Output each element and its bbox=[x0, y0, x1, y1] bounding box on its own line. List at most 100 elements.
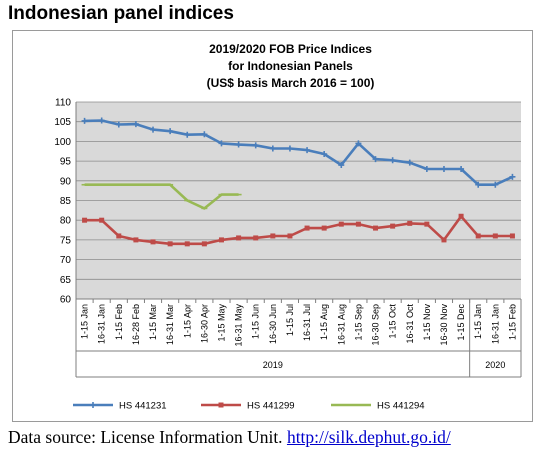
point-hs-441299-16 bbox=[355, 221, 361, 227]
y-tick-label-105: 105 bbox=[54, 117, 71, 128]
point-hs-441299-5 bbox=[167, 241, 173, 247]
point-hs-441299-9 bbox=[236, 235, 242, 241]
chart-frame: 2019/2020 FOB Price Indices for Indonesia… bbox=[12, 30, 533, 422]
point-hs-441299-8 bbox=[218, 237, 224, 243]
series-line-hs-441294 bbox=[84, 183, 239, 210]
year-label-2020: 2020 bbox=[485, 360, 505, 370]
x-tick-label-2: 1-15 Feb bbox=[114, 304, 124, 340]
x-tick-label-0: 1-15 Jan bbox=[80, 304, 90, 339]
price-index-chart: 2019/2020 FOB Price Indices for Indonesia… bbox=[54, 42, 522, 412]
x-tick-label-17: 16-30 Sep bbox=[371, 304, 381, 346]
point-hs-441299-24 bbox=[492, 233, 498, 239]
point-hs-441299-19 bbox=[407, 220, 413, 226]
point-hs-441299-0 bbox=[82, 217, 88, 223]
point-hs-441299-25 bbox=[509, 233, 515, 239]
y-tick-label-60: 60 bbox=[60, 295, 72, 306]
legend-label-hs-441299: HS 441299 bbox=[247, 401, 295, 412]
point-hs-441299-21 bbox=[441, 237, 447, 243]
point-hs-441231-1 bbox=[98, 117, 105, 124]
point-hs-441299-13 bbox=[304, 225, 310, 231]
x-tick-label-10: 1-15 Jun bbox=[251, 304, 261, 339]
point-hs-441231-20 bbox=[423, 165, 430, 172]
x-tick-label-15: 16-31 Aug bbox=[336, 304, 346, 345]
x-tick-label-23: 1-15 Jan bbox=[473, 304, 483, 339]
x-tick-label-7: 16-30 Apr bbox=[199, 304, 209, 343]
x-tick-label-11: 16-30 Jun bbox=[268, 304, 278, 344]
point-hs-441299-18 bbox=[390, 223, 396, 229]
point-hs-441231-23 bbox=[475, 181, 482, 188]
y-tick-label-75: 75 bbox=[60, 235, 72, 246]
x-tick-label-19: 16-31 Oct bbox=[405, 304, 415, 344]
data-source-link[interactable]: http://silk.dephut.go.id/ bbox=[286, 427, 451, 447]
x-tick-label-18: 1-15 Oct bbox=[388, 304, 398, 339]
legend-label-hs-441231: HS 441231 bbox=[119, 401, 167, 412]
point-hs-441231-10 bbox=[252, 142, 259, 149]
y-tick-label-90: 90 bbox=[60, 176, 72, 187]
y-tick-label-85: 85 bbox=[60, 196, 72, 207]
point-hs-441299-11 bbox=[270, 233, 276, 239]
point-hs-441231-13 bbox=[304, 147, 311, 154]
x-tick-label-24: 16-31 Jan bbox=[490, 304, 500, 344]
point-hs-441231-11 bbox=[269, 145, 276, 152]
y-tick-label-95: 95 bbox=[60, 157, 72, 168]
point-hs-441231-2 bbox=[115, 121, 122, 128]
point-hs-441231-22 bbox=[458, 165, 465, 172]
x-tick-label-16: 1-15 Sep bbox=[353, 304, 363, 341]
point-hs-441299-22 bbox=[458, 213, 464, 219]
point-hs-441231-17 bbox=[372, 156, 379, 163]
point-hs-441231-8 bbox=[218, 140, 225, 147]
chart-title-line-2: for Indonesian Panels bbox=[228, 59, 353, 73]
x-tick-label-20: 1-15 Nov bbox=[422, 304, 432, 341]
y-tick-label-110: 110 bbox=[55, 98, 71, 109]
x-tick-label-1: 16-31 Jan bbox=[97, 304, 107, 344]
data-source: Data source: License Information Unit. h… bbox=[8, 427, 451, 448]
x-tick-label-6: 1-15 Apr bbox=[182, 304, 192, 338]
point-hs-441299-7 bbox=[201, 241, 207, 247]
x-tick-label-9: 16-31 May bbox=[234, 304, 244, 347]
x-tick-label-8: 1-15 May bbox=[216, 304, 226, 342]
point-hs-441231-0 bbox=[81, 117, 88, 124]
point-hs-441231-9 bbox=[235, 141, 242, 148]
point-hs-441231-19 bbox=[406, 159, 413, 166]
point-hs-441231-24 bbox=[492, 181, 499, 188]
x-tick-label-4: 1-15 Mar bbox=[148, 304, 158, 340]
chart-title-line-1: 2019/2020 FOB Price Indices bbox=[209, 42, 372, 56]
point-hs-441231-16 bbox=[355, 140, 362, 147]
point-hs-441299-17 bbox=[373, 225, 379, 231]
x-tick-label-21: 16-30 Nov bbox=[439, 304, 449, 346]
point-hs-441299-14 bbox=[321, 225, 327, 231]
point-hs-441231-3 bbox=[132, 121, 139, 128]
point-hs-441299-4 bbox=[150, 239, 156, 245]
legend-marker-hs-441299 bbox=[218, 402, 224, 408]
point-hs-441231-12 bbox=[286, 145, 293, 152]
point-hs-441231-6 bbox=[184, 131, 191, 138]
data-source-label: Data source: License Information Unit. bbox=[8, 427, 283, 447]
point-hs-441299-10 bbox=[253, 235, 259, 241]
point-hs-441299-1 bbox=[99, 217, 105, 223]
point-hs-441231-7 bbox=[201, 131, 208, 138]
x-tick-label-12: 1-15 Jul bbox=[285, 304, 295, 336]
legend-label-hs-441294: HS 441294 bbox=[377, 401, 425, 412]
x-tick-label-5: 16-31 Mar bbox=[165, 304, 175, 345]
point-hs-441231-15 bbox=[338, 162, 345, 169]
point-hs-441299-15 bbox=[338, 221, 344, 227]
legend-marker-hs-441231 bbox=[90, 402, 96, 408]
point-hs-441231-25 bbox=[509, 173, 516, 180]
point-hs-441299-2 bbox=[116, 233, 122, 239]
point-hs-441231-18 bbox=[389, 157, 396, 164]
x-tick-label-13: 16-31 Jul bbox=[302, 304, 312, 341]
point-hs-441299-12 bbox=[287, 233, 293, 239]
chart-title-line-3: (US$ basis March 2016 = 100) bbox=[207, 76, 375, 90]
point-hs-441231-21 bbox=[440, 165, 447, 172]
year-label-2019: 2019 bbox=[263, 360, 283, 370]
point-hs-441231-5 bbox=[167, 128, 174, 135]
point-hs-441299-6 bbox=[184, 241, 190, 247]
y-tick-label-100: 100 bbox=[54, 137, 71, 148]
point-hs-441299-23 bbox=[475, 233, 481, 239]
x-tick-label-14: 1-15 Aug bbox=[319, 304, 329, 340]
x-tick-label-3: 16-28 Feb bbox=[131, 304, 141, 345]
y-tick-label-65: 65 bbox=[60, 275, 72, 286]
point-hs-441299-3 bbox=[133, 237, 139, 243]
y-tick-label-80: 80 bbox=[60, 216, 72, 227]
point-hs-441231-4 bbox=[150, 126, 157, 133]
